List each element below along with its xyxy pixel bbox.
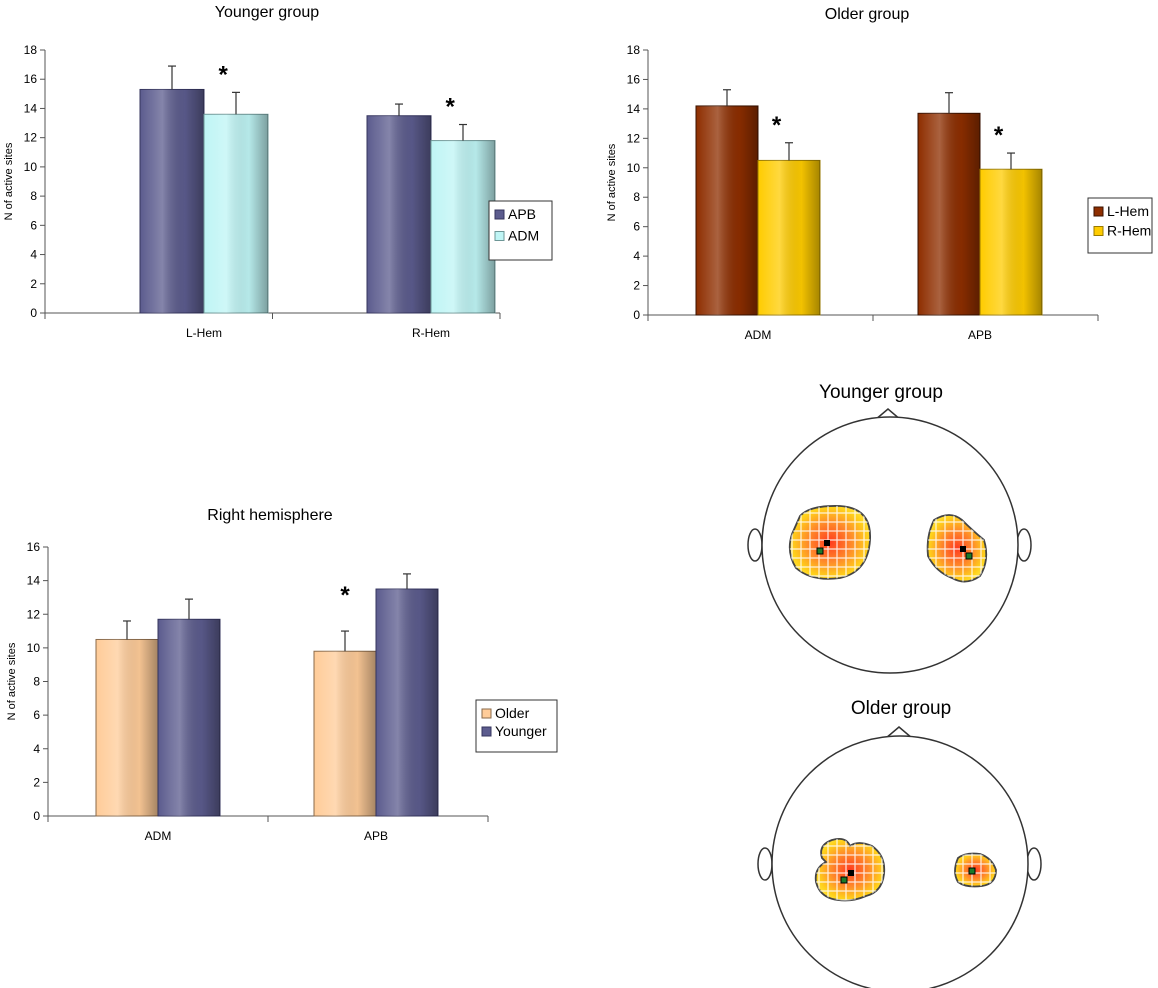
bar-shading xyxy=(376,589,438,816)
y-tick-label: 18 xyxy=(24,43,38,57)
chart-title: Younger group xyxy=(215,4,319,21)
y-tick-label: 14 xyxy=(24,101,38,115)
cog-marker xyxy=(965,552,973,560)
x-tick-label: L-Hem xyxy=(186,326,222,340)
bar-shading xyxy=(140,89,204,313)
head-outline xyxy=(771,735,1029,988)
y-tick-label: 10 xyxy=(627,161,641,175)
cog-marker xyxy=(840,876,848,884)
legend-label: Older xyxy=(495,705,530,721)
y-tick-label: 16 xyxy=(24,72,38,86)
hotspot-marker xyxy=(848,870,854,876)
bar-shading xyxy=(96,639,158,816)
head-outline xyxy=(761,416,1019,674)
legend-swatch xyxy=(494,209,505,220)
y-tick-label: 0 xyxy=(633,308,640,322)
hotspot-marker xyxy=(824,540,830,546)
head-map-older: Older group xyxy=(757,698,1042,988)
x-tick-label: APB xyxy=(968,328,992,342)
right-ear-icon xyxy=(1016,528,1032,562)
y-tick-label: 0 xyxy=(30,306,37,320)
y-tick-label: 8 xyxy=(633,190,640,204)
significance-star: * xyxy=(219,61,229,88)
chart-title: Older group xyxy=(825,6,910,23)
legend-label: L-Hem xyxy=(1107,203,1149,219)
bar-shading xyxy=(367,115,431,313)
y-tick-label: 6 xyxy=(30,218,37,232)
left-ear-icon xyxy=(757,847,773,881)
significance-star: * xyxy=(772,112,782,139)
y-tick-label: 2 xyxy=(33,775,40,789)
chart-younger-group: Younger group N of active sites 0 2 4 6 8 10 12 1… xyxy=(3,4,553,340)
right-ear-icon xyxy=(1026,847,1042,881)
y-tick-label: 2 xyxy=(30,277,37,291)
y-tick-label: 8 xyxy=(30,189,37,203)
bar-shading xyxy=(980,169,1042,315)
y-tick-label: 14 xyxy=(627,102,641,116)
y-tick-label: 18 xyxy=(627,43,641,57)
x-tick-label: ADM xyxy=(745,328,772,342)
y-tick-label: 14 xyxy=(27,574,41,588)
x-tick-label: R-Hem xyxy=(412,326,450,340)
hotspot-marker xyxy=(960,546,966,552)
legend-label: ADM xyxy=(508,228,539,244)
chart-title: Right hemisphere xyxy=(207,507,333,524)
y-tick-label: 4 xyxy=(633,249,640,263)
significance-star: * xyxy=(446,94,456,121)
activation-map-right xyxy=(954,852,997,888)
left-ear-icon xyxy=(747,528,763,562)
significance-star: * xyxy=(340,582,350,609)
bar-shading xyxy=(918,113,980,315)
bar-shading xyxy=(314,651,376,816)
legend-swatch xyxy=(494,231,505,241)
y-tick-label: 12 xyxy=(627,131,641,145)
significance-star: * xyxy=(994,122,1004,149)
activation-map-left xyxy=(814,837,886,902)
y-tick-label: 6 xyxy=(33,708,40,722)
bar-shading xyxy=(204,114,268,314)
bar-shading xyxy=(696,105,758,315)
activation-map-right xyxy=(926,514,988,583)
activation-map-left xyxy=(788,505,871,580)
y-tick-label: 4 xyxy=(33,742,40,756)
legend-label: APB xyxy=(508,206,536,222)
y-axis-label: N of active sites xyxy=(606,143,618,221)
y-tick-label: 12 xyxy=(27,607,41,621)
legend-swatch xyxy=(481,726,492,737)
bar-shading xyxy=(158,619,220,816)
y-tick-label: 2 xyxy=(633,279,640,293)
legend-swatch xyxy=(481,708,492,719)
cog-marker xyxy=(816,547,824,555)
y-tick-label: 12 xyxy=(24,131,38,145)
bar-shading xyxy=(431,140,495,313)
x-tick-label: APB xyxy=(364,829,388,843)
younger-map-title: Younger group xyxy=(819,382,943,403)
y-tick-label: 0 xyxy=(33,809,40,823)
y-tick-label: 6 xyxy=(633,220,640,234)
older-map-title: Older group xyxy=(851,698,951,719)
y-tick-label: 10 xyxy=(27,641,41,655)
y-tick-label: 8 xyxy=(33,675,40,689)
bar-shading xyxy=(758,160,820,315)
legend-swatch xyxy=(1093,226,1104,236)
x-tick-label: ADM xyxy=(145,829,172,843)
y-tick-label: 16 xyxy=(27,540,41,554)
legend-swatch xyxy=(1093,206,1104,217)
y-tick-label: 16 xyxy=(627,72,641,86)
y-axis-label: N of active sites xyxy=(6,642,18,720)
legend-label: R-Hem xyxy=(1107,223,1151,239)
legend-label: Younger xyxy=(495,723,547,739)
chart-right-hemisphere: Right hemisphere N of active sites 0 2 4 6 8 10… xyxy=(6,507,558,843)
y-axis-label: N of active sites xyxy=(3,142,15,220)
head-map-younger: Younger group xyxy=(747,382,1032,674)
y-tick-label: 10 xyxy=(24,160,38,174)
chart-older-group: Older group N of active sites 0 2 4 6 8 10 12 14 1… xyxy=(606,6,1153,342)
cog-marker xyxy=(968,867,976,875)
y-tick-label: 4 xyxy=(30,248,37,262)
